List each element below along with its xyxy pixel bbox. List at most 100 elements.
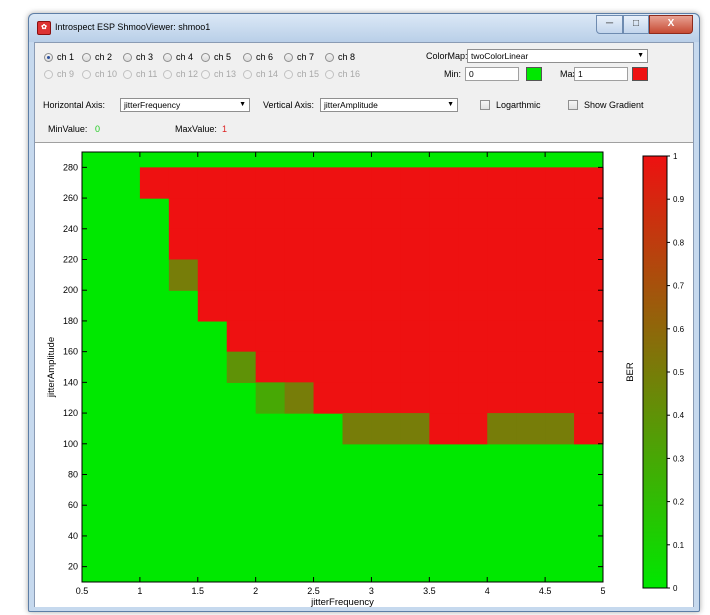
heatmap-cell[interactable] bbox=[342, 320, 373, 353]
heatmap-cell[interactable] bbox=[516, 228, 546, 261]
heatmap-cell[interactable] bbox=[487, 259, 517, 291]
heatmap-cell[interactable] bbox=[545, 290, 575, 322]
heatmap-cell[interactable] bbox=[197, 259, 228, 291]
heatmap-cell[interactable] bbox=[545, 320, 575, 353]
heatmap-cell[interactable] bbox=[487, 290, 517, 322]
heatmap-cell[interactable] bbox=[458, 290, 488, 322]
heatmap-cell[interactable] bbox=[516, 259, 546, 291]
heatmap-cell[interactable] bbox=[545, 413, 575, 445]
logarithmic-checkbox[interactable]: Logarthmic bbox=[480, 99, 541, 111]
channel-radio-8[interactable]: ch 8 bbox=[325, 51, 355, 63]
heatmap-cell[interactable] bbox=[255, 290, 286, 322]
heatmap-cell[interactable] bbox=[226, 320, 257, 353]
channel-radio-11[interactable]: ch 11 bbox=[123, 68, 157, 80]
heatmap-cell[interactable] bbox=[545, 259, 575, 291]
heatmap-cell[interactable] bbox=[255, 167, 286, 199]
heatmap-cell[interactable] bbox=[429, 351, 459, 383]
heatmap-cell[interactable] bbox=[342, 351, 373, 383]
heatmap-cell[interactable] bbox=[342, 259, 373, 291]
heatmap-cell[interactable] bbox=[400, 382, 430, 414]
heatmap-cell[interactable] bbox=[545, 382, 575, 414]
heatmap-cell[interactable] bbox=[284, 198, 315, 230]
heatmap-cell[interactable] bbox=[400, 290, 430, 322]
heatmap-cell[interactable] bbox=[139, 167, 170, 199]
heatmap-cell[interactable] bbox=[342, 228, 373, 261]
heatmap-cell[interactable] bbox=[284, 351, 315, 383]
heatmap-cell[interactable] bbox=[313, 290, 344, 322]
heatmap-cell[interactable] bbox=[197, 228, 228, 261]
heatmap-cell[interactable] bbox=[255, 351, 286, 383]
heatmap-cell[interactable] bbox=[168, 198, 199, 230]
heatmap-cell[interactable] bbox=[429, 228, 459, 261]
heatmap-cell[interactable] bbox=[226, 351, 257, 383]
channel-radio-6[interactable]: ch 6 bbox=[243, 51, 273, 63]
heatmap-cell[interactable] bbox=[313, 198, 344, 230]
colorbar[interactable] bbox=[642, 155, 668, 589]
channel-radio-12[interactable]: ch 12 bbox=[163, 68, 198, 80]
horizontal-axis-select[interactable]: jitterFrequency ▼ bbox=[120, 98, 250, 112]
heatmap-cell[interactable] bbox=[255, 382, 286, 414]
heatmap-cell[interactable] bbox=[516, 198, 546, 230]
heatmap-cell[interactable] bbox=[371, 382, 401, 414]
minimize-button[interactable]: ─ bbox=[596, 15, 623, 34]
heatmap-cell[interactable] bbox=[400, 413, 430, 445]
heatmap-cell[interactable] bbox=[313, 351, 344, 383]
heatmap-cell[interactable] bbox=[429, 290, 459, 322]
title-bar[interactable]: ✿ Introspect ESP ShmooViewer: shmoo1 ─ □… bbox=[29, 14, 699, 42]
heatmap-cell[interactable] bbox=[458, 259, 488, 291]
heatmap-cell[interactable] bbox=[516, 351, 546, 383]
show-gradient-checkbox[interactable]: Show Gradient bbox=[568, 99, 644, 111]
channel-radio-14[interactable]: ch 14 bbox=[243, 68, 278, 80]
heatmap-cell[interactable] bbox=[545, 167, 575, 199]
heatmap-cell[interactable] bbox=[400, 259, 430, 291]
heatmap-cell[interactable] bbox=[429, 259, 459, 291]
heatmap-cell[interactable] bbox=[226, 167, 257, 199]
heatmap-cell[interactable] bbox=[284, 290, 315, 322]
min-color-swatch[interactable] bbox=[526, 67, 542, 81]
heatmap-cell[interactable] bbox=[516, 320, 546, 353]
heatmap-cell[interactable] bbox=[458, 351, 488, 383]
heatmap-cell[interactable] bbox=[342, 167, 373, 199]
heatmap-cell[interactable] bbox=[371, 228, 401, 261]
heatmap-cell[interactable] bbox=[574, 259, 604, 291]
heatmap-cell[interactable] bbox=[487, 228, 517, 261]
heatmap-cell[interactable] bbox=[284, 320, 315, 353]
max-input[interactable]: 1 bbox=[574, 67, 628, 81]
heatmap-cell[interactable] bbox=[574, 228, 604, 261]
heatmap-cell[interactable] bbox=[487, 351, 517, 383]
heatmap-cell[interactable] bbox=[545, 228, 575, 261]
heatmap-cell[interactable] bbox=[371, 198, 401, 230]
heatmap-cell[interactable] bbox=[516, 413, 546, 445]
heatmap-cell[interactable] bbox=[429, 198, 459, 230]
close-button[interactable]: X bbox=[649, 15, 693, 34]
channel-radio-9[interactable]: ch 9 bbox=[44, 68, 74, 80]
heatmap-cell[interactable] bbox=[458, 413, 488, 445]
heatmap-cell[interactable] bbox=[487, 413, 517, 445]
heatmap-cell[interactable] bbox=[574, 167, 604, 199]
heatmap-cell[interactable] bbox=[516, 167, 546, 199]
heatmap-cell[interactable] bbox=[168, 228, 199, 261]
heatmap-cell[interactable] bbox=[458, 320, 488, 353]
heatmap-cell[interactable] bbox=[313, 228, 344, 261]
heatmap-cell[interactable] bbox=[284, 382, 315, 414]
shmoo-chart[interactable]: 0.5 1 1.5 2 2.5 3 3.5 4 4.5 5 20 40 60 80 100 120 140 160… bbox=[35, 143, 693, 608]
heatmap-cell[interactable] bbox=[371, 259, 401, 291]
heatmap-cell[interactable] bbox=[574, 413, 604, 445]
heatmap-cell[interactable] bbox=[255, 228, 286, 261]
heatmap-cell[interactable] bbox=[429, 413, 459, 445]
heatmap-cell[interactable] bbox=[371, 290, 401, 322]
channel-radio-7[interactable]: ch 7 bbox=[284, 51, 314, 63]
heatmap-cell[interactable] bbox=[313, 382, 344, 414]
heatmap-cell[interactable] bbox=[429, 167, 459, 199]
heatmap-cell[interactable] bbox=[458, 228, 488, 261]
heatmap-cell[interactable] bbox=[487, 320, 517, 353]
heatmap-cell[interactable] bbox=[284, 167, 315, 199]
heatmap-cell[interactable] bbox=[574, 290, 604, 322]
heatmap-cell[interactable] bbox=[574, 382, 604, 414]
heatmap-cell[interactable] bbox=[545, 351, 575, 383]
heatmap-cell[interactable] bbox=[516, 382, 546, 414]
heatmap-cell[interactable] bbox=[400, 198, 430, 230]
heatmap-cell[interactable] bbox=[197, 198, 228, 230]
channel-radio-10[interactable]: ch 10 bbox=[82, 68, 117, 80]
max-color-swatch[interactable] bbox=[632, 67, 648, 81]
